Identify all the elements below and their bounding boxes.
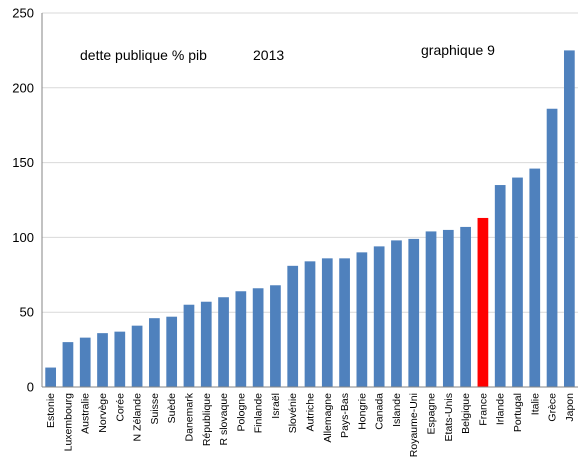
- x-tick-label: Slovénie: [287, 393, 299, 433]
- x-tick-label: Irlande: [495, 393, 507, 425]
- bar: [408, 238, 420, 387]
- bar: [79, 337, 91, 387]
- y-tick-label: 150: [12, 155, 34, 170]
- bar: [321, 258, 333, 387]
- bar: [563, 50, 575, 388]
- bar: [494, 185, 506, 387]
- x-tick-label: Belgique: [460, 393, 472, 434]
- bar: [373, 246, 385, 387]
- chart-annotation-graph-number: graphique 9: [421, 42, 495, 58]
- x-tick-label: Estonie: [45, 393, 57, 428]
- x-axis-labels: Estonie Luxembourg Australie Norvège Corée N …: [45, 392, 576, 457]
- axes: [41, 13, 578, 388]
- x-tick-label: Suisse: [149, 393, 161, 425]
- bar: [546, 108, 558, 387]
- bar: [512, 177, 523, 387]
- x-tick-label: Islande: [391, 393, 403, 427]
- y-tick-label: 250: [12, 6, 34, 21]
- bar: [477, 217, 489, 387]
- x-tick-label: Grèce: [547, 393, 559, 422]
- chart-annotation-year: 2013: [253, 47, 284, 63]
- bar: [391, 240, 402, 387]
- bar: [166, 316, 178, 387]
- x-tick-label: Suède: [166, 393, 178, 424]
- x-tick-label: Italie: [529, 393, 541, 415]
- bar: [252, 288, 264, 387]
- bar: [183, 304, 195, 387]
- y-tick-label: 100: [12, 230, 34, 245]
- bar: [45, 367, 57, 387]
- bar: [287, 265, 299, 387]
- bar: [460, 226, 471, 387]
- x-tick-label: République: [201, 393, 213, 446]
- x-tick-label: Hongrie: [356, 393, 368, 430]
- x-tick-label: Canada: [374, 393, 386, 430]
- bar: [356, 252, 368, 387]
- bar: [529, 168, 541, 387]
- x-tick-label: Norvège: [97, 393, 109, 433]
- gridlines: [42, 12, 578, 313]
- bar: [304, 261, 316, 387]
- x-tick-label: Pologne: [235, 393, 247, 432]
- x-tick-label: Portugal: [512, 393, 524, 432]
- bar: [425, 231, 437, 387]
- x-tick-label: Espagne: [426, 393, 438, 435]
- y-axis-ticks: 0 50 100 150 200 250: [12, 6, 34, 395]
- bar: [218, 297, 229, 387]
- bar: [339, 258, 350, 387]
- chart-annotation-title: dette publique % pib: [80, 47, 207, 63]
- x-tick-label: Japon: [564, 393, 576, 422]
- x-tick-label: N Zélande: [132, 393, 144, 442]
- bar: [114, 331, 126, 387]
- x-tick-label: Etats-Unis: [443, 393, 455, 441]
- y-tick-label: 50: [20, 305, 34, 320]
- bar: [97, 333, 108, 387]
- x-tick-label: Corée: [114, 393, 126, 422]
- x-tick-label: Danemark: [183, 392, 195, 441]
- x-tick-label: Allemagne: [322, 393, 334, 443]
- y-tick-label: 0: [27, 380, 34, 395]
- bar: [235, 291, 247, 387]
- bar: [270, 285, 281, 387]
- y-tick-label: 200: [12, 80, 34, 95]
- x-tick-label: Finlande: [253, 393, 265, 433]
- x-tick-label: R slovaque: [218, 393, 230, 446]
- x-tick-label: Israël: [270, 393, 282, 419]
- x-tick-label: Pays-Bas: [339, 393, 351, 438]
- bar: [442, 229, 454, 387]
- x-tick-label: Australie: [80, 393, 92, 434]
- bar: [200, 301, 212, 387]
- x-tick-label: France: [477, 393, 489, 426]
- x-tick-label: Royaume-Uni: [408, 393, 420, 457]
- bars: [45, 50, 575, 388]
- x-tick-label: Autriche: [305, 393, 317, 432]
- bar: [62, 342, 74, 387]
- bar: [131, 325, 143, 387]
- x-tick-label: Luxembourg: [62, 393, 74, 452]
- bar: [149, 318, 160, 387]
